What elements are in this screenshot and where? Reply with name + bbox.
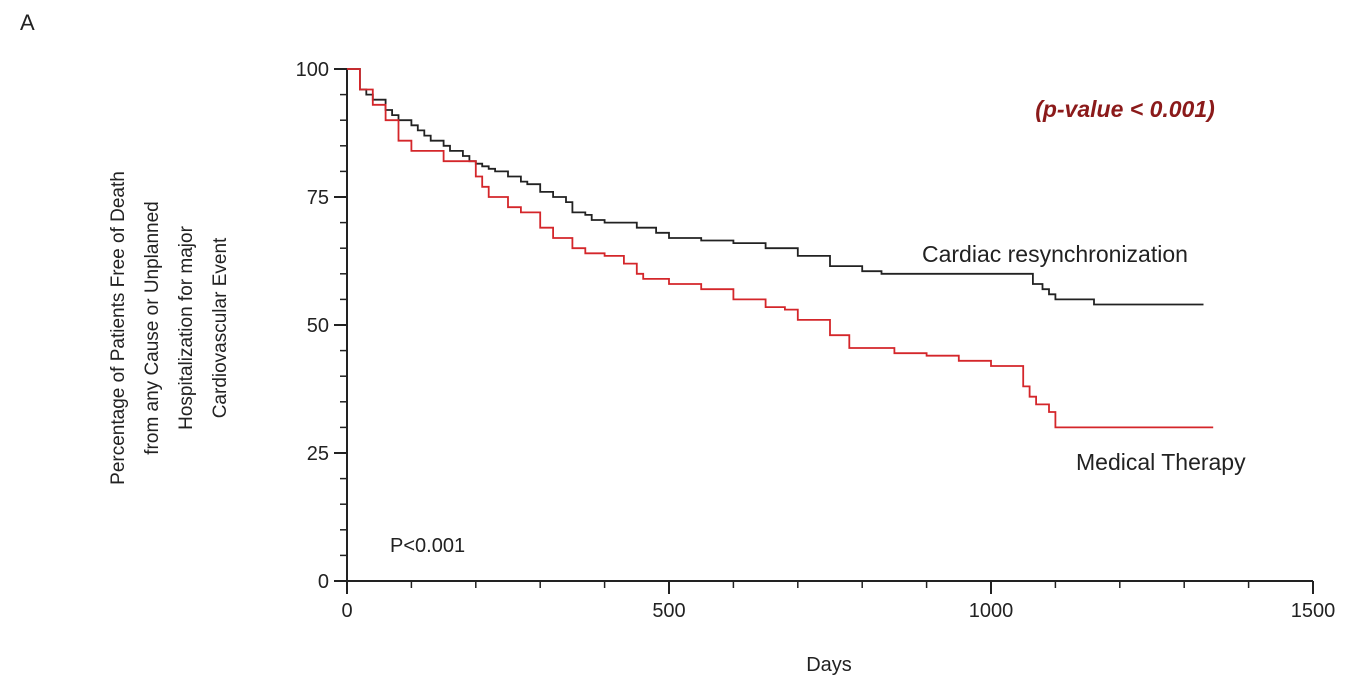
panel-label: A — [20, 10, 35, 35]
p-value-annotation-top: (p-value < 0.001) — [1035, 96, 1215, 122]
y-axis-label-line: Hospitalization for major — [176, 225, 197, 429]
y-axis-label-line: Percentage of Patients Free of Death — [108, 171, 129, 485]
y-tick-label: 75 — [307, 187, 329, 209]
x-tick-label: 1000 — [969, 600, 1014, 622]
x-axis-label: Days — [806, 654, 852, 676]
y-axis-label: Percentage of Patients Free of Death fro… — [108, 171, 231, 485]
x-tick-label: 500 — [652, 600, 685, 622]
y-tick-label: 100 — [296, 59, 329, 81]
x-tick-label: 1500 — [1291, 600, 1336, 622]
y-tick-label: 25 — [307, 443, 329, 465]
series-layer — [347, 68, 1214, 429]
series-label-medical-therapy: Medical Therapy — [1076, 449, 1246, 475]
y-tick-label: 50 — [307, 315, 329, 337]
series-label-cardiac-resynchronization: Cardiac resynchronization — [922, 241, 1188, 267]
p-value-annotation-bottom: P<0.001 — [390, 535, 465, 557]
series-line-medical-therapy — [347, 68, 1214, 429]
y-tick-label: 0 — [318, 571, 329, 593]
series-line-cardiac-resynchronization — [347, 68, 1204, 306]
x-tick-label: 0 — [341, 600, 352, 622]
y-axis-label-line: from any Cause or Unplanned — [142, 201, 163, 454]
y-axis-label-line: Cardiovascular Event — [210, 237, 231, 418]
